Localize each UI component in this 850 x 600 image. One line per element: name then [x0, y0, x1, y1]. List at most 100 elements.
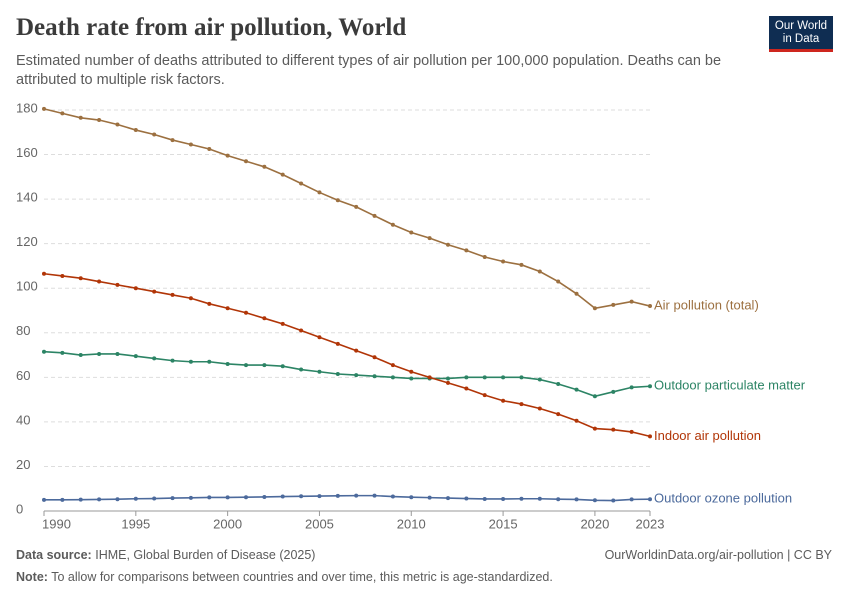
note-label: Note:	[16, 570, 48, 584]
data-point	[60, 273, 65, 278]
data-point	[501, 398, 506, 403]
data-point	[409, 369, 414, 374]
data-point	[97, 497, 102, 502]
data-point	[446, 376, 450, 381]
data-point	[482, 496, 487, 501]
data-point	[592, 426, 597, 431]
data-point	[299, 181, 304, 186]
data-point	[97, 351, 102, 356]
x-tick-label: 2015	[489, 516, 518, 531]
data-point	[97, 118, 102, 123]
data-point	[482, 393, 487, 398]
data-point	[464, 248, 469, 253]
data-point	[335, 371, 340, 376]
data-point	[188, 142, 193, 147]
data-point	[537, 269, 542, 274]
data-point	[317, 335, 322, 340]
data-point	[42, 497, 46, 502]
data-point	[280, 364, 285, 369]
data-point	[390, 363, 395, 368]
data-point	[262, 164, 267, 169]
data-point	[207, 359, 212, 364]
series-line	[43, 272, 651, 438]
data-point	[482, 255, 487, 260]
data-point	[427, 375, 432, 380]
data-point	[244, 159, 248, 164]
series-label: Indoor air pollution	[654, 428, 761, 443]
series-line	[44, 494, 651, 502]
data-point	[42, 106, 46, 111]
source: IHME, Global Burden of Disease (2025)	[95, 548, 316, 562]
data-point	[446, 242, 450, 247]
y-tick-label: 180	[16, 100, 38, 115]
x-tick-label: 2010	[397, 516, 426, 531]
data-point	[317, 190, 322, 195]
data-point	[501, 259, 506, 264]
data-point	[427, 495, 432, 500]
series-label: Outdoor ozone pollution	[654, 491, 792, 506]
data-point	[611, 389, 616, 394]
note: To allow for comparisons between countri…	[51, 570, 553, 584]
data-point	[574, 418, 579, 423]
data-point	[354, 348, 359, 353]
y-tick-label: 100	[16, 279, 38, 294]
url[interactable]: OurWorldinData.org/air-pollution | CC BY	[604, 548, 832, 562]
data-point	[188, 495, 193, 500]
x-tick-label: 2023	[636, 516, 665, 531]
data-point	[519, 402, 524, 407]
data-point	[519, 262, 524, 267]
data-point	[188, 296, 193, 301]
data-point	[299, 328, 304, 333]
data-point	[97, 279, 102, 284]
data-point	[372, 355, 377, 360]
x-tick-label: 1995	[121, 516, 150, 531]
data-point	[152, 496, 157, 501]
data-point	[170, 292, 175, 297]
data-point	[611, 302, 616, 307]
data-point	[78, 497, 83, 502]
data-point	[390, 222, 395, 227]
data-point	[170, 496, 175, 501]
data-point	[262, 363, 267, 368]
data-point	[629, 299, 634, 304]
x-tick-label: 1990	[42, 516, 71, 531]
data-point	[464, 386, 469, 391]
note-line: Note: To allow for comparisons between c…	[16, 570, 553, 584]
data-point	[482, 375, 487, 380]
logo[interactable]: Our World in Data	[769, 16, 833, 52]
data-point	[244, 310, 248, 315]
data-point	[537, 496, 542, 501]
data-point	[409, 376, 414, 381]
data-point	[225, 361, 230, 366]
x-tick-label: 2005	[305, 516, 334, 531]
data-point	[427, 236, 432, 241]
series-label: Outdoor particulate matter	[654, 378, 806, 393]
y-tick-label: 60	[16, 368, 30, 383]
data-point	[537, 377, 542, 382]
source-label: Data source:	[16, 548, 92, 562]
data-point	[262, 494, 267, 499]
data-point	[115, 351, 120, 356]
data-point	[629, 429, 634, 434]
series-line	[43, 108, 651, 310]
data-point	[629, 497, 634, 502]
data-point	[335, 341, 340, 346]
data-point	[152, 132, 157, 137]
data-point	[244, 495, 248, 500]
series-line	[43, 350, 651, 398]
data-point	[611, 498, 616, 503]
y-tick-label: 80	[16, 323, 30, 338]
data-point	[299, 494, 304, 499]
data-point	[648, 434, 652, 439]
data-point	[207, 301, 212, 306]
data-point	[60, 111, 65, 116]
x-tick-label: 2020	[580, 516, 609, 531]
y-tick-label: 140	[16, 190, 38, 205]
data-point	[409, 495, 414, 500]
y-tick-label: 40	[16, 412, 30, 427]
data-point	[188, 359, 193, 364]
data-point	[133, 354, 138, 359]
data-point	[152, 289, 157, 294]
data-point	[556, 412, 561, 417]
